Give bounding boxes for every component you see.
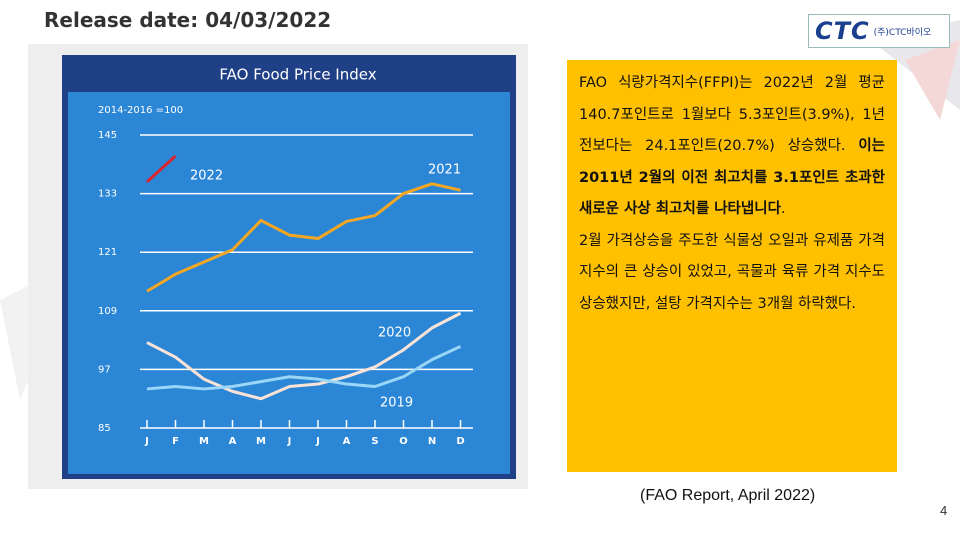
- logo-mark: CTC: [815, 17, 870, 45]
- series-line: [146, 182, 461, 293]
- series-label: 2020: [378, 326, 411, 341]
- x-tick-label: A: [229, 436, 237, 447]
- x-tick-label: F: [172, 436, 179, 447]
- x-tick-label: N: [428, 436, 436, 447]
- x-tick-label: M: [256, 436, 266, 447]
- text-segment: .: [780, 201, 786, 217]
- x-tick-label: O: [399, 436, 408, 447]
- text-segment: FAO 식량가격지수(FFPI)는 2022년 2월 평균 140.7포인트로 …: [579, 75, 885, 154]
- y-tick-label: 97: [98, 364, 111, 375]
- x-tick-label: A: [343, 436, 351, 447]
- page-number: 4: [940, 503, 948, 518]
- series-line: [146, 311, 462, 401]
- text-box: FAO 식량가격지수(FFPI)는 2022년 2월 평균 140.7포인트로 …: [567, 60, 897, 472]
- chart-subtitle: 2014-2016 =100: [98, 105, 183, 116]
- release-date: Release date: 04/03/2022: [44, 8, 332, 32]
- plot-background: [68, 92, 510, 474]
- text-segment: 2월 가격상승을 주도한 식물성 오일과 유제품 가격 지수의 큰 상승이 있었…: [579, 232, 885, 312]
- y-tick-label: 109: [98, 306, 117, 317]
- paragraph: FAO 식량가격지수(FFPI)는 2022년 2월 평균 140.7포인트로 …: [579, 68, 885, 226]
- x-tick-label: J: [144, 436, 149, 447]
- x-tick-label: S: [371, 436, 378, 447]
- series-line: [146, 345, 462, 391]
- y-tick-label: 145: [98, 130, 117, 141]
- chart: FAO Food Price Index 2014-2016 =100 85 97…: [28, 44, 528, 489]
- x-tick-label: J: [287, 436, 292, 447]
- paragraph: 2월 가격상승을 주도한 식물성 오일과 유제품 가격 지수의 큰 상승이 있었…: [579, 226, 885, 321]
- x-tick-label: J: [315, 436, 320, 447]
- text-segment: 이는 2011년 2월의 이전 최고치를 3.1포인트 초과한 새로운 사상 최…: [579, 138, 885, 217]
- y-tick-label: 121: [98, 247, 117, 258]
- x-tick-label: D: [456, 436, 464, 447]
- series-label: 2022: [190, 169, 223, 184]
- x-tick-label: M: [199, 436, 209, 447]
- logo-name: (주)CTC바이오: [873, 27, 932, 38]
- series-label: 2021: [428, 163, 461, 178]
- y-tick-label: 133: [98, 189, 117, 200]
- source: (FAO Report, April 2022): [640, 487, 816, 504]
- series-label: 2019: [380, 396, 413, 411]
- logo: CTC (주)CTC바이오: [808, 14, 950, 48]
- y-tick-label: 85: [98, 423, 111, 434]
- chart-title: FAO Food Price Index: [219, 66, 376, 84]
- series-line: [145, 154, 177, 183]
- decor-triangle: [905, 40, 960, 120]
